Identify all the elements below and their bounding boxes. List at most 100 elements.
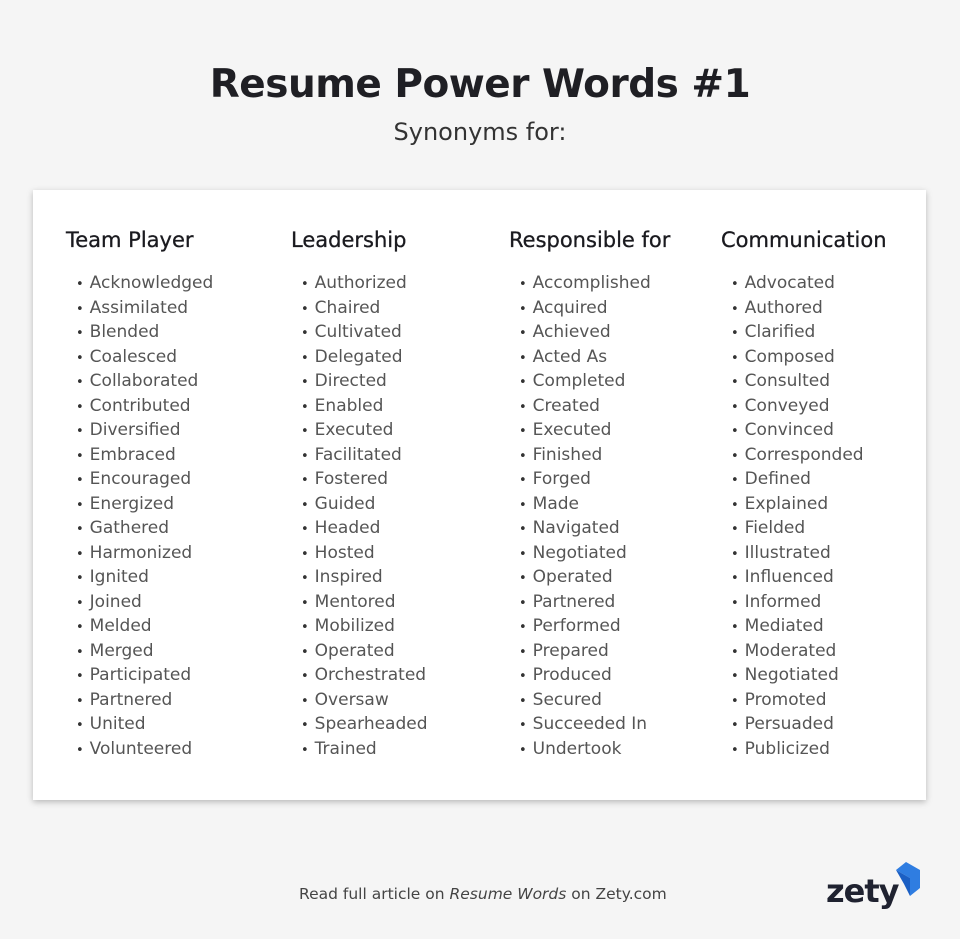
list-item: Fielded bbox=[731, 516, 887, 541]
list-item: Informed bbox=[731, 590, 887, 615]
list-item: United bbox=[76, 712, 213, 737]
list-item: Corresponded bbox=[731, 443, 887, 468]
zety-logo: zety bbox=[826, 860, 926, 910]
list-item: Mobilized bbox=[301, 614, 428, 639]
list-item: Blended bbox=[76, 320, 213, 345]
list-item: Completed bbox=[519, 369, 670, 394]
list-item: Mentored bbox=[301, 590, 428, 615]
word-list: AdvocatedAuthoredClarifiedComposedConsul… bbox=[731, 271, 887, 761]
column-heading: Communication bbox=[721, 228, 887, 252]
list-item: Executed bbox=[301, 418, 428, 443]
list-item: Diversified bbox=[76, 418, 213, 443]
list-item: Acted As bbox=[519, 345, 670, 370]
list-item: Oversaw bbox=[301, 688, 428, 713]
list-item: Partnered bbox=[519, 590, 670, 615]
word-column: Team Player AcknowledgedAssimilatedBlende… bbox=[66, 228, 213, 761]
list-item: Hosted bbox=[301, 541, 428, 566]
word-list: AcknowledgedAssimilatedBlendedCoalescedC… bbox=[76, 271, 214, 762]
list-item: Operated bbox=[301, 639, 428, 664]
word-list: AuthorizedChairedCultivatedDelegatedDire… bbox=[301, 271, 428, 761]
list-item: Trained bbox=[301, 737, 428, 762]
list-item: Secured bbox=[519, 688, 670, 713]
list-item: Prepared bbox=[519, 639, 670, 664]
list-item: Cultivated bbox=[301, 320, 428, 345]
list-item: Contributed bbox=[76, 394, 213, 419]
list-item: Authored bbox=[731, 296, 887, 321]
list-item: Delegated bbox=[301, 345, 428, 370]
list-item: Negotiated bbox=[519, 541, 670, 566]
list-item: Conveyed bbox=[731, 394, 887, 419]
list-item: Mediated bbox=[731, 614, 887, 639]
list-item: Partnered bbox=[76, 688, 213, 713]
list-item: Harmonized bbox=[76, 541, 213, 566]
list-item: Accomplished bbox=[519, 271, 670, 296]
word-column: CommunicationAdvocatedAuthoredClarifiedC… bbox=[721, 228, 887, 761]
column-heading: Responsible for bbox=[509, 228, 671, 252]
list-item: Acknowledged bbox=[76, 271, 214, 296]
list-item: Produced bbox=[519, 663, 670, 688]
list-item: Participated bbox=[76, 663, 213, 688]
logo-mark-icon bbox=[896, 862, 920, 896]
list-item: Collaborated bbox=[76, 369, 213, 394]
list-item: Made bbox=[519, 492, 670, 517]
list-item: Advocated bbox=[731, 271, 887, 296]
list-item: Gathered bbox=[76, 516, 213, 541]
list-item: Influenced bbox=[731, 565, 887, 590]
list-item: Energized bbox=[76, 492, 213, 517]
list-item: Succeeded In bbox=[519, 712, 670, 737]
footer-suffix: on Zety.com bbox=[566, 885, 667, 903]
list-item: Melded bbox=[76, 614, 213, 639]
list-item: Performed bbox=[519, 614, 670, 639]
list-item: Executed bbox=[519, 418, 670, 443]
list-item: Achieved bbox=[519, 320, 670, 345]
list-item: Embraced bbox=[76, 443, 213, 468]
list-item: Volunteered bbox=[76, 737, 213, 762]
list-item: Acquired bbox=[519, 296, 670, 321]
list-item: Operated bbox=[519, 565, 670, 590]
logo-text: zety bbox=[826, 872, 899, 910]
list-item: Spearheaded bbox=[301, 712, 428, 737]
list-item: Encouraged bbox=[76, 467, 213, 492]
list-item: Persuaded bbox=[731, 712, 887, 737]
list-item: Clarified bbox=[731, 320, 887, 345]
list-item: Fostered bbox=[301, 467, 428, 492]
list-item: Created bbox=[519, 394, 670, 419]
list-item: Coalesced bbox=[76, 345, 213, 370]
list-item: Assimilated bbox=[76, 296, 213, 321]
list-item: Joined bbox=[76, 590, 213, 615]
list-item: Guided bbox=[301, 492, 428, 517]
list-item: Orchestrated bbox=[301, 663, 428, 688]
list-item: Negotiated bbox=[731, 663, 887, 688]
page-title: Resume Power Words #1 bbox=[209, 62, 751, 107]
list-item: Ignited bbox=[76, 565, 213, 590]
list-item: Chaired bbox=[301, 296, 428, 321]
list-item: Convinced bbox=[731, 418, 887, 443]
list-item: Consulted bbox=[731, 369, 887, 394]
list-item: Publicized bbox=[731, 737, 887, 762]
list-item: Promoted bbox=[731, 688, 887, 713]
list-item: Navigated bbox=[519, 516, 670, 541]
word-lists-card: Team Player AcknowledgedAssimilatedBlende… bbox=[33, 190, 926, 800]
list-item: Authorized bbox=[301, 271, 428, 296]
list-item: Undertook bbox=[519, 737, 670, 762]
list-item: Enabled bbox=[301, 394, 428, 419]
list-item: Finished bbox=[519, 443, 670, 468]
list-item: Forged bbox=[519, 467, 670, 492]
article-link[interactable]: Resume Words bbox=[449, 885, 567, 903]
list-item: Moderated bbox=[731, 639, 887, 664]
list-item: Facilitated bbox=[301, 443, 428, 468]
word-list: AccomplishedAcquiredAchievedActed AsComp… bbox=[519, 271, 670, 761]
list-item: Explained bbox=[731, 492, 887, 517]
page-subtitle: Synonyms for: bbox=[393, 118, 567, 146]
list-item: Inspired bbox=[301, 565, 428, 590]
column-heading: Leadership bbox=[291, 228, 407, 252]
footer-text: Read full article on Resume Words on Zet… bbox=[299, 885, 667, 903]
list-item: Composed bbox=[731, 345, 887, 370]
word-column: Leadership AuthorizedChairedCultivatedDel… bbox=[291, 228, 428, 761]
list-item: Headed bbox=[301, 516, 428, 541]
list-item: Directed bbox=[301, 369, 428, 394]
list-item: Illustrated bbox=[731, 541, 887, 566]
word-column: Responsible for AccomplishedAcquiredAchie… bbox=[509, 228, 671, 761]
list-item: Merged bbox=[76, 639, 213, 664]
footer-prefix: Read full article on bbox=[299, 885, 450, 903]
